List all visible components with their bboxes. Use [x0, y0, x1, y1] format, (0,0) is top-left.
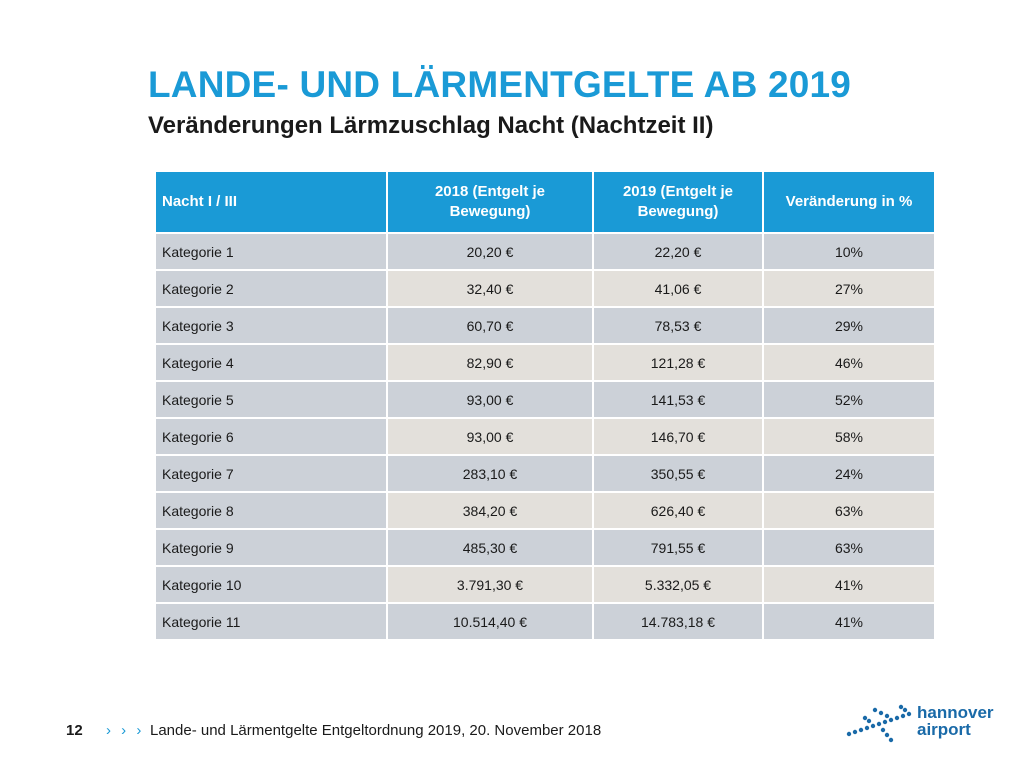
category-cell: Kategorie 9 [154, 528, 388, 567]
fee-2019-cell: 5.332,05 € [592, 565, 764, 604]
change-cell: 41% [762, 565, 936, 604]
table-row: Kategorie 2 32,40 € 41,06 € 27% [154, 269, 936, 308]
change-cell: 46% [762, 343, 936, 382]
fee-2019-cell: 41,06 € [592, 269, 764, 308]
fee-2019-cell: 78,53 € [592, 306, 764, 345]
page-subtitle: Veränderungen Lärmzuschlag Nacht (Nachtz… [148, 112, 714, 139]
category-cell: Kategorie 7 [154, 454, 388, 493]
airplane-dots-icon [846, 704, 912, 743]
change-cell: 41% [762, 602, 936, 641]
hannover-airport-logo: hannover airport [845, 702, 1005, 746]
table-header-row: Nacht I / III 2018 (Entgelt je Bewegung)… [154, 170, 936, 234]
change-cell: 63% [762, 528, 936, 567]
change-cell: 58% [762, 417, 936, 456]
column-header-change: Veränderung in % [762, 170, 936, 234]
fee-2018-cell: 10.514,40 € [386, 602, 594, 641]
category-cell: Kategorie 4 [154, 343, 388, 382]
page-number: 12 [66, 722, 83, 739]
category-cell: Kategorie 10 [154, 565, 388, 604]
fee-2018-cell: 32,40 € [386, 269, 594, 308]
table-row: Kategorie 1 20,20 € 22,20 € 10% [154, 232, 936, 271]
category-cell: Kategorie 5 [154, 380, 388, 419]
fee-2018-cell: 82,90 € [386, 343, 594, 382]
table-row: Kategorie 7 283,10 € 350,55 € 24% [154, 454, 936, 493]
fee-2019-cell: 350,55 € [592, 454, 764, 493]
change-cell: 63% [762, 491, 936, 530]
category-cell: Kategorie 11 [154, 602, 388, 641]
logo-word-airport: airport [917, 720, 971, 739]
table-row: Kategorie 3 60,70 € 78,53 € 29% [154, 306, 936, 345]
fee-2018-cell: 93,00 € [386, 417, 594, 456]
category-cell: Kategorie 1 [154, 232, 388, 271]
category-cell: Kategorie 8 [154, 491, 388, 530]
fee-2019-cell: 14.783,18 € [592, 602, 764, 641]
column-header-category: Nacht I / III [154, 170, 388, 234]
fee-2018-cell: 20,20 € [386, 232, 594, 271]
fee-2019-cell: 791,55 € [592, 528, 764, 567]
change-cell: 24% [762, 454, 936, 493]
change-cell: 27% [762, 269, 936, 308]
category-cell: Kategorie 2 [154, 269, 388, 308]
table-row: Kategorie 8 384,20 € 626,40 € 63% [154, 491, 936, 530]
change-cell: 10% [762, 232, 936, 271]
fee-2018-cell: 283,10 € [386, 454, 594, 493]
table-row: Kategorie 9 485,30 € 791,55 € 63% [154, 528, 936, 567]
table-row: Kategorie 10 3.791,30 € 5.332,05 € 41% [154, 565, 936, 604]
fee-2019-cell: 626,40 € [592, 491, 764, 530]
fee-2019-cell: 121,28 € [592, 343, 764, 382]
table-row: Kategorie 11 10.514,40 € 14.783,18 € 41% [154, 602, 936, 641]
category-cell: Kategorie 3 [154, 306, 388, 345]
change-cell: 29% [762, 306, 936, 345]
logo-word-hannover: hannover [917, 703, 994, 722]
fee-2019-cell: 22,20 € [592, 232, 764, 271]
table-row: Kategorie 6 93,00 € 146,70 € 58% [154, 417, 936, 456]
fee-2018-cell: 60,70 € [386, 306, 594, 345]
page-title: LANDE- UND LÄRMENTGELTE AB 2019 [148, 64, 852, 105]
fee-table: Nacht I / III 2018 (Entgelt je Bewegung)… [154, 170, 936, 641]
fee-2019-cell: 146,70 € [592, 417, 764, 456]
footer-text: Lande- und Lärmentgelte Entgeltordnung 2… [150, 722, 602, 739]
fee-2018-cell: 384,20 € [386, 491, 594, 530]
fee-2018-cell: 485,30 € [386, 528, 594, 567]
fee-2019-cell: 141,53 € [592, 380, 764, 419]
table-row: Kategorie 4 82,90 € 121,28 € 46% [154, 343, 936, 382]
column-header-2019: 2019 (Entgelt je Bewegung) [592, 170, 764, 234]
table-row: Kategorie 5 93,00 € 141,53 € 52% [154, 380, 936, 419]
fee-2018-cell: 3.791,30 € [386, 565, 594, 604]
fee-2018-cell: 93,00 € [386, 380, 594, 419]
change-cell: 52% [762, 380, 936, 419]
column-header-2018: 2018 (Entgelt je Bewegung) [386, 170, 594, 234]
category-cell: Kategorie 6 [154, 417, 388, 456]
chevron-right-icon: › › › [106, 722, 145, 739]
